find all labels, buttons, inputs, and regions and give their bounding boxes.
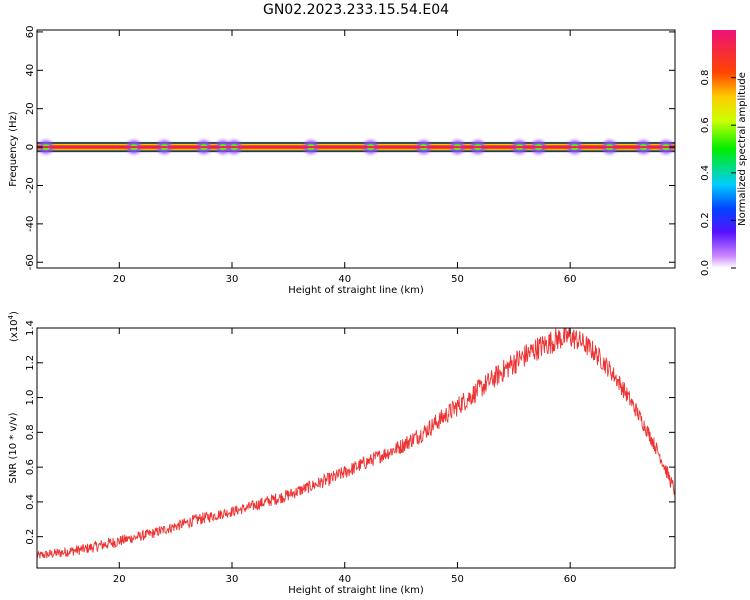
snr-y-axis-label: SNR (10 * v/v) [8,412,19,483]
colorbar-tick-label: 0.6 [700,117,711,133]
x-tick-label: 50 [451,274,464,285]
x-tick-label: 60 [564,274,577,285]
y-tick-label: -60 [25,254,36,270]
spectrogram-x-ticks: 20 30 40 50 60 [113,30,577,285]
x-tick-label: 30 [226,274,239,285]
colorbar-tick-label: 0.4 [700,165,711,181]
y-tick-label: 20 [25,102,36,115]
snr-series-line [36,327,676,559]
y-tick-label: 0.6 [25,459,36,475]
colorbar-ticks: 0.0 0.2 0.4 0.6 0.8 [700,70,736,276]
y-tick-label: 1.2 [25,355,36,371]
x-tick-label: 50 [451,574,464,585]
snr-y-ticks: 0.2 0.4 0.6 0.8 1.0 1.2 1.4 [25,320,675,545]
spectrogram-panel: 20 30 40 50 60 -60 -40 -20 0 20 40 60 Height of st… [8,26,676,296]
figure-title: GN02.2023.233.15.54.E04 [263,2,449,18]
y-tick-label: 0 [25,144,36,150]
snr-x-axis-label: Height of straight line (km) [288,585,424,596]
y-tick-label: 1.4 [25,320,36,336]
spectrogram-y-axis-label: Frequency (Hz) [8,111,19,187]
x-tick-label: 20 [113,574,126,585]
x-tick-label: 30 [226,574,239,585]
x-tick-label: 40 [338,574,351,585]
x-tick-label: 60 [564,574,577,585]
y-tick-label: 0.2 [25,529,36,545]
colorbar: 0.0 0.2 0.4 0.6 0.8 Normalized spectral ampl… [700,30,748,276]
snr-y-multiplier: (x104) [7,311,20,342]
y-tick-label: 0.4 [25,494,36,510]
colorbar-label: Normalized spectral amplitude [737,72,748,226]
snr-x-ticks: 20 30 40 50 60 [113,328,577,585]
y-tick-label: -40 [25,216,36,232]
y-tick-label: 1.0 [25,390,36,406]
y-tick-label: 40 [25,64,36,77]
colorbar-tick-label: 0.2 [700,212,711,228]
y-tick-label: -20 [25,177,36,193]
colorbar-tick-label: 0.8 [700,70,711,86]
spectrogram-axes-frame [36,29,676,269]
y-tick-label: 0.8 [25,424,36,440]
spectrogram-x-axis-label: Height of straight line (km) [288,285,424,296]
spectral-band-peak [37,146,675,149]
spectrogram-plot-area [37,140,675,155]
x-tick-label: 20 [113,274,126,285]
y-tick-label: 60 [25,26,36,39]
x-tick-label: 40 [338,274,351,285]
snr-plot-area [36,327,676,559]
snr-axes-frame [36,327,676,569]
spectrogram-y-ticks: -60 -40 -20 0 20 40 60 [25,26,675,270]
snr-panel: 20 30 40 50 60 0.2 0.4 0.6 0.8 1.0 1.2 1.4 Height … [7,311,676,596]
colorbar-gradient [712,30,736,268]
colorbar-tick-label: 0.0 [700,260,711,276]
